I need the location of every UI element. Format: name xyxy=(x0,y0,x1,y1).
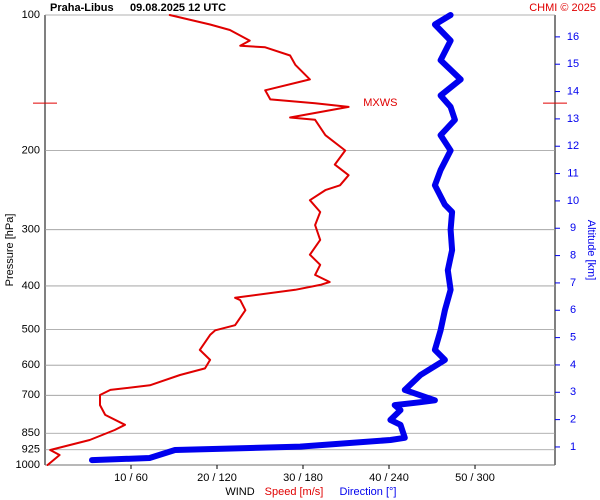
y-tick-label: 500 xyxy=(22,323,40,335)
y2-tick-label: 1 xyxy=(570,441,576,453)
y2-tick-label: 9 xyxy=(570,222,576,234)
y-axis-label: Pressure [hPa] xyxy=(4,214,16,287)
legend-entry: Direction [°] xyxy=(340,486,397,498)
y-tick-label: 925 xyxy=(22,444,40,456)
y-tick-label: 400 xyxy=(22,280,40,292)
y2-tick-label: 16 xyxy=(567,31,579,43)
y-tick-label: 100 xyxy=(22,9,40,21)
profile-line xyxy=(46,14,350,466)
y2-tick-label: 12 xyxy=(567,140,579,152)
annotation: MXWS xyxy=(363,97,397,109)
y-tick-label: 300 xyxy=(22,224,40,236)
x-tick-label: 40 / 240 xyxy=(369,472,409,484)
y2-tick-label: 10 xyxy=(567,195,579,207)
y2-tick-label: 6 xyxy=(570,304,576,316)
y2-tick-label: 15 xyxy=(567,58,579,70)
x-axis-label: WIND xyxy=(225,486,254,498)
y2-axis-label: Altitude [km] xyxy=(585,220,597,281)
y-tick-label: 200 xyxy=(22,144,40,156)
x-tick-label: 20 / 120 xyxy=(197,472,237,484)
chart-subtitle: 09.08.2025 12 UTC xyxy=(130,2,226,14)
y2-tick-label: 11 xyxy=(567,167,578,179)
y2-tick-label: 7 xyxy=(570,277,576,289)
y-tick-label: 1000 xyxy=(16,459,40,471)
y2-tick-label: 5 xyxy=(570,332,576,344)
x-tick-label: 10 / 60 xyxy=(114,472,148,484)
y2-tick-label: 2 xyxy=(570,414,576,426)
y2-tick-label: 4 xyxy=(570,359,576,371)
legend-entry: Speed [m/s] xyxy=(265,486,324,498)
credit: CHMI © 2025 xyxy=(529,2,596,14)
x-tick-label: 30 / 180 xyxy=(283,472,323,484)
y-tick-label: 700 xyxy=(22,389,40,401)
y2-tick-label: 3 xyxy=(570,386,576,398)
chart-title: Praha-Libus xyxy=(50,2,114,14)
y-tick-label: 600 xyxy=(22,359,40,371)
y-tick-label: 850 xyxy=(22,427,40,439)
profile-line xyxy=(89,12,464,464)
x-tick-label: 50 / 300 xyxy=(455,472,495,484)
y2-tick-label: 8 xyxy=(570,249,576,261)
y2-tick-label: 13 xyxy=(567,113,579,125)
y2-tick-label: 14 xyxy=(567,85,579,97)
